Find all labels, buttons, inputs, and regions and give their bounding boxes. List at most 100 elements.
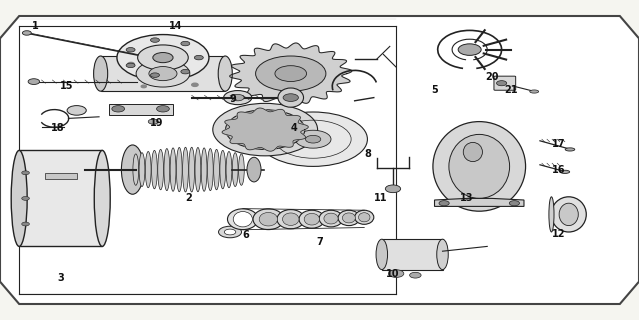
Circle shape bbox=[213, 103, 318, 156]
Ellipse shape bbox=[343, 213, 355, 223]
Ellipse shape bbox=[233, 153, 238, 187]
Circle shape bbox=[295, 130, 331, 148]
Circle shape bbox=[231, 94, 244, 101]
Text: 18: 18 bbox=[50, 123, 65, 133]
Circle shape bbox=[224, 91, 252, 105]
Ellipse shape bbox=[238, 154, 244, 185]
Circle shape bbox=[136, 60, 190, 87]
Polygon shape bbox=[222, 108, 308, 151]
Circle shape bbox=[256, 56, 326, 91]
Ellipse shape bbox=[449, 134, 510, 198]
Text: 21: 21 bbox=[504, 84, 518, 95]
Text: 3: 3 bbox=[58, 273, 64, 284]
Ellipse shape bbox=[226, 151, 232, 188]
Ellipse shape bbox=[324, 213, 338, 224]
Circle shape bbox=[509, 201, 520, 206]
Ellipse shape bbox=[259, 212, 277, 226]
Text: 7: 7 bbox=[316, 236, 323, 247]
Ellipse shape bbox=[227, 209, 258, 230]
Ellipse shape bbox=[559, 203, 578, 226]
Ellipse shape bbox=[319, 210, 343, 227]
Ellipse shape bbox=[463, 142, 482, 162]
Circle shape bbox=[126, 48, 135, 52]
Polygon shape bbox=[0, 16, 639, 304]
Circle shape bbox=[117, 35, 209, 81]
Text: 9: 9 bbox=[230, 94, 236, 104]
Text: 5: 5 bbox=[431, 84, 438, 95]
Text: 17: 17 bbox=[552, 139, 566, 149]
Circle shape bbox=[153, 52, 173, 63]
Polygon shape bbox=[229, 43, 352, 104]
Circle shape bbox=[151, 38, 160, 42]
Text: 1: 1 bbox=[32, 20, 38, 31]
Text: 13: 13 bbox=[459, 193, 473, 204]
Text: 6: 6 bbox=[243, 230, 249, 240]
Circle shape bbox=[128, 62, 134, 66]
Circle shape bbox=[389, 270, 404, 277]
Ellipse shape bbox=[145, 151, 151, 188]
Circle shape bbox=[219, 226, 242, 238]
Circle shape bbox=[194, 55, 203, 60]
Circle shape bbox=[226, 110, 305, 149]
Circle shape bbox=[112, 106, 125, 112]
Circle shape bbox=[224, 229, 236, 235]
Text: 11: 11 bbox=[373, 193, 387, 204]
Ellipse shape bbox=[183, 147, 189, 192]
Ellipse shape bbox=[133, 154, 139, 185]
Circle shape bbox=[305, 135, 321, 143]
Text: 14: 14 bbox=[169, 20, 183, 31]
Ellipse shape bbox=[170, 148, 176, 191]
Ellipse shape bbox=[299, 210, 325, 228]
Ellipse shape bbox=[277, 210, 304, 229]
Bar bbox=[101, 56, 226, 91]
Ellipse shape bbox=[213, 149, 219, 190]
Circle shape bbox=[148, 119, 158, 124]
Text: 2: 2 bbox=[185, 193, 192, 204]
Ellipse shape bbox=[437, 239, 449, 269]
Text: 16: 16 bbox=[552, 164, 566, 175]
Circle shape bbox=[22, 171, 29, 175]
Bar bbox=[109, 104, 173, 115]
Ellipse shape bbox=[551, 197, 587, 232]
Ellipse shape bbox=[338, 210, 360, 226]
Circle shape bbox=[275, 66, 307, 82]
Circle shape bbox=[149, 67, 177, 81]
Ellipse shape bbox=[95, 150, 111, 246]
Circle shape bbox=[181, 69, 190, 74]
Ellipse shape bbox=[282, 213, 299, 225]
Circle shape bbox=[151, 73, 160, 77]
Ellipse shape bbox=[219, 56, 233, 91]
Ellipse shape bbox=[93, 56, 107, 91]
Text: 15: 15 bbox=[60, 81, 74, 92]
Ellipse shape bbox=[376, 239, 387, 269]
Text: 4: 4 bbox=[291, 123, 297, 133]
FancyBboxPatch shape bbox=[494, 76, 516, 90]
Ellipse shape bbox=[151, 150, 157, 189]
Text: 12: 12 bbox=[552, 228, 566, 239]
Ellipse shape bbox=[560, 170, 570, 173]
Ellipse shape bbox=[164, 148, 170, 191]
Ellipse shape bbox=[530, 90, 539, 93]
Text: 19: 19 bbox=[150, 118, 164, 128]
Circle shape bbox=[192, 83, 198, 86]
Circle shape bbox=[259, 112, 367, 166]
Ellipse shape bbox=[220, 150, 226, 189]
Circle shape bbox=[28, 79, 40, 84]
Circle shape bbox=[141, 85, 146, 88]
Ellipse shape bbox=[176, 148, 182, 192]
Bar bbox=[19, 150, 102, 246]
Ellipse shape bbox=[158, 149, 164, 190]
Ellipse shape bbox=[11, 150, 27, 246]
Ellipse shape bbox=[358, 213, 370, 222]
Circle shape bbox=[22, 31, 31, 35]
Circle shape bbox=[385, 185, 401, 193]
Ellipse shape bbox=[355, 210, 374, 224]
Text: 20: 20 bbox=[485, 72, 499, 82]
Ellipse shape bbox=[121, 145, 144, 194]
Ellipse shape bbox=[195, 148, 201, 192]
Ellipse shape bbox=[304, 213, 320, 225]
Ellipse shape bbox=[549, 197, 554, 232]
Circle shape bbox=[67, 106, 86, 115]
Ellipse shape bbox=[278, 88, 304, 107]
Ellipse shape bbox=[208, 148, 213, 191]
